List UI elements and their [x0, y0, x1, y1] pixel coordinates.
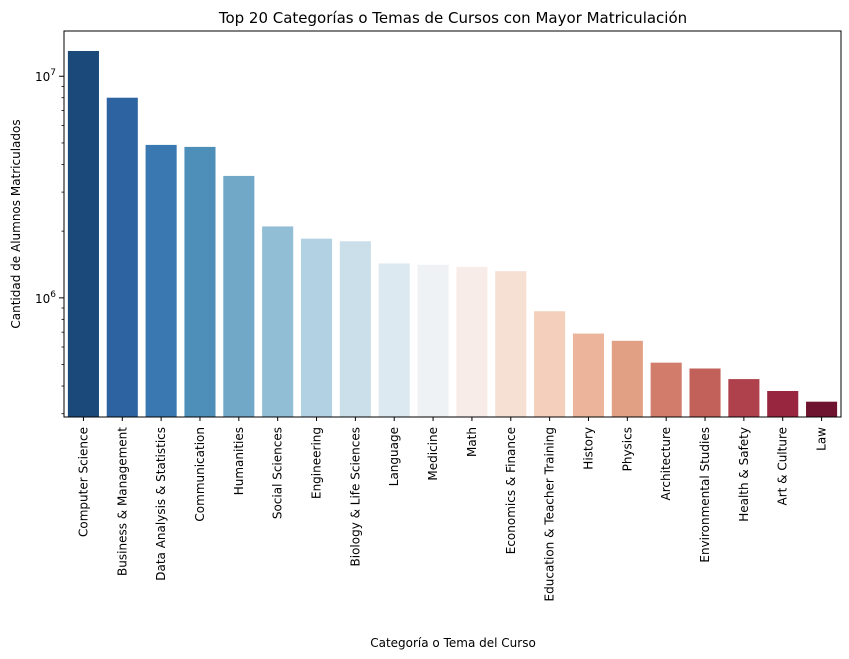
bar: [339, 241, 371, 417]
x-tick-label: Law: [815, 427, 829, 451]
bar: [728, 379, 760, 417]
x-tick-label: Business & Management: [115, 427, 129, 576]
bar: [767, 390, 799, 417]
bar: [184, 146, 216, 418]
plot-frame: [63, 30, 842, 418]
bar: [378, 263, 410, 417]
y-axis-ticks: 106 107: [35, 68, 64, 415]
x-tick-label: Environmental Studies: [698, 427, 712, 563]
bar: [262, 226, 294, 417]
y-tick-label: 106: [35, 290, 56, 306]
x-tick-label: Engineering: [310, 427, 324, 499]
bar: [106, 97, 138, 417]
bar: [223, 175, 255, 417]
y-axis-label: Cantidad de Alumnos Matriculados: [9, 119, 23, 328]
chart-title: Top 20 Categorías o Temas de Cursos con …: [218, 9, 687, 27]
bar: [300, 238, 333, 417]
x-tick-label: Humanities: [232, 427, 246, 495]
y-tick-label: 107: [35, 68, 56, 84]
bar: [611, 340, 643, 417]
x-tick-label: Education & Teacher Training: [543, 427, 557, 601]
x-tick-label: Health & Safety: [737, 427, 751, 522]
bar: [417, 264, 449, 417]
x-tick-label: Biology & Life Sciences: [348, 427, 362, 567]
x-tick-label: Art & Culture: [776, 427, 790, 506]
bar: [572, 333, 605, 417]
bars-group: [67, 50, 838, 418]
x-tick-label: Computer Science: [76, 427, 90, 537]
x-tick-label: Social Sciences: [271, 427, 285, 519]
x-axis-label: Categoría o Tema del Curso: [370, 636, 536, 650]
x-tick-label: Communication: [193, 427, 207, 522]
x-tick-label: Economics & Finance: [504, 427, 518, 554]
bar: [495, 271, 527, 417]
bar: [806, 401, 838, 417]
bar: [456, 266, 488, 417]
bar: [534, 311, 566, 417]
x-tick-label: Architecture: [659, 427, 673, 500]
bar: [145, 144, 177, 417]
x-tick-label: History: [581, 427, 595, 470]
bar: [67, 50, 99, 417]
bar: [689, 368, 721, 417]
bar: [650, 362, 682, 417]
x-tick-label: Medicine: [426, 427, 440, 481]
x-tick-label: Language: [387, 427, 401, 486]
x-tick-label: Physics: [620, 427, 634, 471]
x-axis-ticks: Computer Science Business & Management Dat…: [76, 417, 829, 601]
x-tick-label: Math: [465, 427, 479, 457]
x-tick-label: Data Analysis & Statistics: [154, 427, 168, 581]
